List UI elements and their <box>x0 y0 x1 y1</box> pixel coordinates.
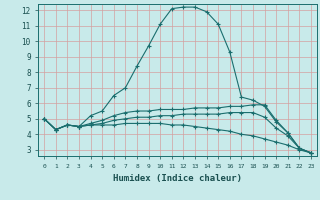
X-axis label: Humidex (Indice chaleur): Humidex (Indice chaleur) <box>113 174 242 183</box>
